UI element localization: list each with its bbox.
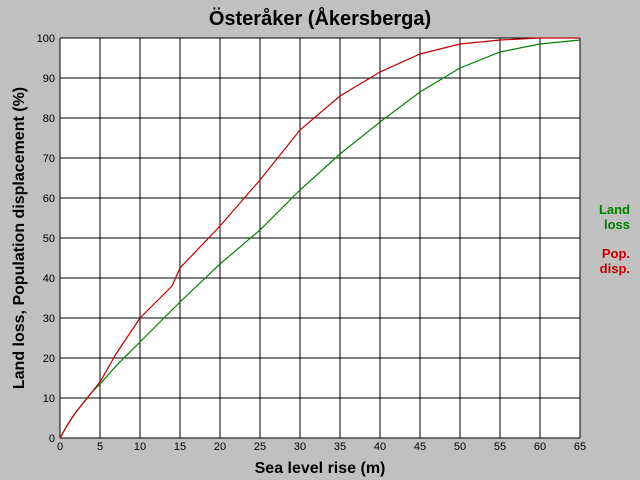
legend-land-loss-line1: Land [599,202,630,217]
x-tick-label-20: 20 [214,441,226,453]
x-tick-label-50: 50 [454,441,466,453]
x-axis-label: Sea level rise (m) [255,460,386,477]
chart-title: Österåker (Åkersberga) [209,6,431,30]
x-tick-label-60: 60 [534,441,546,453]
x-tick-label-35: 35 [334,441,346,453]
y-tick-label-30: 30 [43,313,55,325]
tick-labels: 0 5 10 15 20 25 30 35 40 45 50 55 60 65 0 10 20 30 40 50 60 7… [37,33,586,453]
y-tick-label-80: 80 [43,113,55,125]
series-layer [59,37,581,439]
y-tick-label-10: 10 [43,393,55,405]
x-tick-label-45: 45 [414,441,426,453]
y-tick-label-70: 70 [43,153,55,165]
y-tick-label-50: 50 [43,233,55,245]
series-line-pop-disp [59,37,580,439]
x-tick-label-65: 65 [574,441,586,453]
x-tick-label-15: 15 [174,441,186,453]
x-tick-label-25: 25 [254,441,266,453]
grid [59,37,581,439]
y-tick-label-20: 20 [43,353,55,365]
y-tick-label-0: 0 [49,433,55,445]
legend: Land loss Pop. disp. [599,202,630,276]
y-tick-label-90: 90 [43,73,55,85]
legend-pop-disp-line1: Pop. [602,246,630,261]
x-tick-label-0: 0 [57,441,63,453]
x-tick-label-5: 5 [97,441,103,453]
y-tick-label-60: 60 [43,193,55,205]
x-tick-label-55: 55 [494,441,506,453]
legend-pop-disp-line2: disp. [600,261,630,276]
x-tick-label-40: 40 [374,441,386,453]
y-tick-label-40: 40 [43,273,55,285]
legend-land-loss-line2: loss [604,217,630,232]
y-tick-label-100: 100 [37,33,55,45]
x-tick-label-10: 10 [134,441,146,453]
x-tick-label-30: 30 [294,441,306,453]
y-axis-label: Land loss, Population displacement (%) [11,87,28,389]
